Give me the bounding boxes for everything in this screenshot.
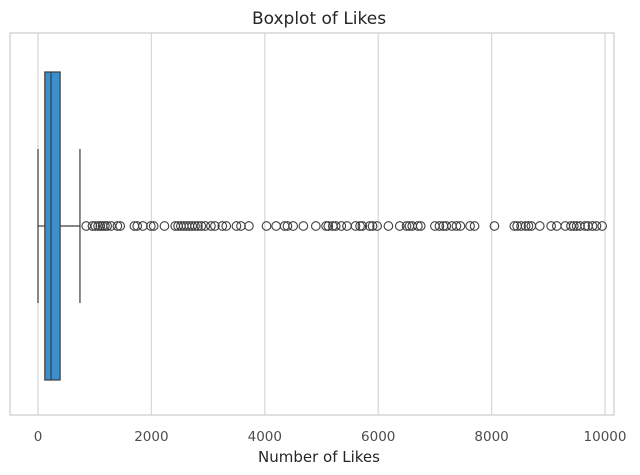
grid-lines: [37, 33, 606, 415]
outlier-point: [159, 221, 170, 231]
outlier-point: [206, 221, 216, 231]
outlier-point: [210, 221, 220, 231]
outlier-point: [336, 221, 347, 231]
outlier-point: [193, 221, 203, 231]
outlier-point: [591, 221, 602, 231]
outlier-point: [455, 221, 466, 231]
outlier-point: [551, 221, 562, 231]
x-tick-label-3: 6000: [361, 429, 395, 445]
outlier-point: [271, 221, 281, 231]
outlier-point: [434, 221, 445, 231]
x-tick-label-1: 2000: [134, 429, 168, 445]
outlier-point: [231, 221, 242, 231]
outlier-point: [520, 221, 531, 231]
plot-frame: [9, 32, 615, 416]
outlier-point: [288, 221, 299, 231]
outlier-point: [441, 221, 452, 231]
x-tick-label-4: 8000: [474, 429, 508, 445]
x-tick-label-0: 0: [34, 429, 43, 445]
outlier-point: [355, 221, 365, 231]
outlier-point: [236, 221, 246, 231]
chart-title: Boxplot of Likes: [252, 9, 386, 29]
outlier-point: [415, 221, 426, 231]
x-tick-label-5: 10000: [584, 429, 627, 445]
outlier-point: [298, 221, 309, 231]
outlier-point: [132, 221, 143, 231]
outlier-point: [217, 221, 228, 231]
outlier-point: [148, 221, 159, 231]
outlier-point: [95, 221, 106, 231]
outlier-point: [367, 221, 378, 231]
outlier-point: [394, 221, 405, 231]
outlier-point: [568, 221, 579, 231]
outlier-point: [580, 221, 591, 231]
outlier-point: [321, 221, 331, 231]
outlier-point: [138, 221, 148, 231]
outlier-point: [145, 221, 156, 231]
outlier-point: [200, 221, 211, 231]
outlier-point: [190, 221, 200, 231]
outlier-point: [489, 221, 500, 231]
outlier-point: [597, 221, 608, 231]
outlier-point: [90, 221, 101, 231]
box-group: [37, 71, 81, 381]
outlier-point: [413, 221, 423, 231]
x-tick-label-2: 4000: [248, 429, 282, 445]
outlier-point: [401, 221, 412, 231]
outlier-point: [451, 221, 462, 231]
outlier-point: [112, 221, 123, 231]
outlier-point: [310, 221, 321, 231]
outlier-point: [383, 221, 394, 231]
outlier-point: [509, 221, 520, 231]
outlier-points: [81, 221, 608, 231]
outlier-point: [100, 221, 110, 231]
outlier-point: [469, 221, 480, 231]
outlier-point: [330, 221, 341, 231]
outlier-point: [516, 221, 526, 231]
x-tick-labels: 0 2000 4000 6000 8000 10000: [34, 429, 627, 445]
outlier-point: [282, 221, 293, 231]
outlier-point: [465, 221, 475, 231]
outlier-point: [261, 221, 272, 231]
outlier-point: [102, 221, 113, 231]
outlier-point: [357, 221, 368, 231]
outlier-point: [196, 221, 207, 231]
outlier-point: [350, 221, 361, 231]
x-axis-label: Number of Likes: [258, 448, 380, 466]
outlier-point: [523, 221, 534, 231]
outlier-point: [546, 221, 556, 231]
outlier-point: [323, 221, 334, 231]
outlier-point: [575, 221, 585, 231]
outlier-point: [534, 221, 545, 231]
outlier-point: [587, 221, 598, 231]
outlier-point: [244, 221, 254, 231]
outlier-point: [87, 221, 98, 231]
outlier-point: [372, 221, 382, 231]
outlier-point: [342, 221, 352, 231]
iqr-box: [44, 71, 61, 381]
outlier-point: [115, 221, 126, 231]
outlier-point: [221, 221, 232, 231]
outlier-point: [364, 221, 375, 231]
